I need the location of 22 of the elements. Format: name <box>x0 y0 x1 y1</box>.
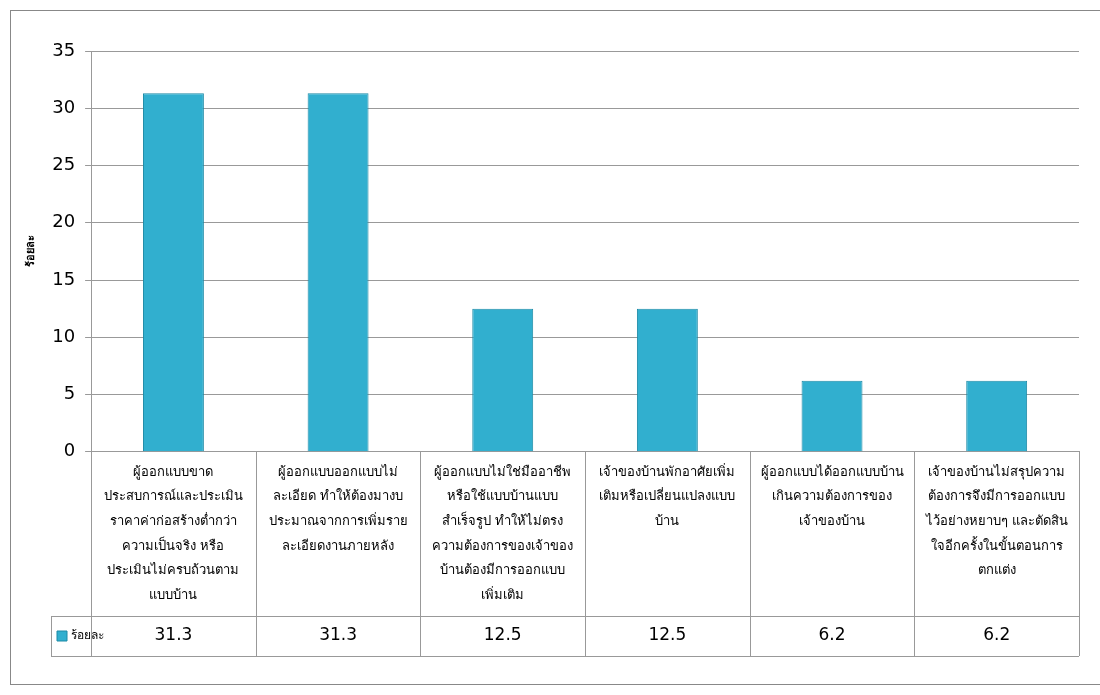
y-tick-label: 10 <box>52 324 76 346</box>
y-tick-label: 5 <box>63 382 76 404</box>
legend-label: ร้อยละ <box>71 628 104 643</box>
data-label: 6.2 <box>818 624 846 645</box>
y-tick-label: 20 <box>52 210 76 232</box>
data-label: 31.3 <box>319 624 358 645</box>
x-tick-label: เจ้าของบ้านไม่สรุปความต้องการจึงมีการออกแบบไว้อย่างหยาบๆ และตัดสินใจอีกครั้งในขั้นตอนการตกแต่ง <box>924 463 1068 578</box>
data-label: 6.2 <box>983 624 1011 645</box>
y-tick-label: 35 <box>52 38 76 60</box>
x-tick-label: ผู้ออกแบบได้ออกแบบบ้านเกินความต้องการของเจ้าของบ้าน <box>760 463 904 528</box>
y-axis-title: ร้อยละ <box>24 235 38 268</box>
y-tick-label: 0 <box>63 439 76 461</box>
y-tick-label: 25 <box>52 153 76 175</box>
x-tick-label: เจ้าของบ้านพักอาศัยเพิ่มเติมหรือเปลี่ยนแปลงแบบบ้าน <box>599 462 736 528</box>
x-tick-label: ผู้ออกแบบไม่ใช่มืออาชีพหรือใช้แบบบ้านแบบสำเร็จรูป ทำให้ไม่ตรงความต้องการของเจ้าของบ้านต้องมีการออกแบบเพิ่มเติม <box>432 463 574 603</box>
y-tick-label: 30 <box>52 95 76 117</box>
data-label: 12.5 <box>483 624 522 645</box>
data-label: 31.3 <box>154 624 193 645</box>
x-tick-label: ผู้ออกแบบออกแบบไม่ละเอียด ทำให้ต้องมางบประมาณจากการเพิ่มรายละเอียดงานภายหลัง <box>268 463 408 553</box>
y-tick-label: 15 <box>52 267 76 289</box>
x-tick-label: ผู้ออกแบบขาดประสบการณ์และประเมินราคาค่าก่อสร้างต่ำกว่าความเป็นจริง หรือประเมินไม่ครบถ้วนตามแบบบ้าน <box>103 463 243 603</box>
data-label: 12.5 <box>648 624 687 645</box>
